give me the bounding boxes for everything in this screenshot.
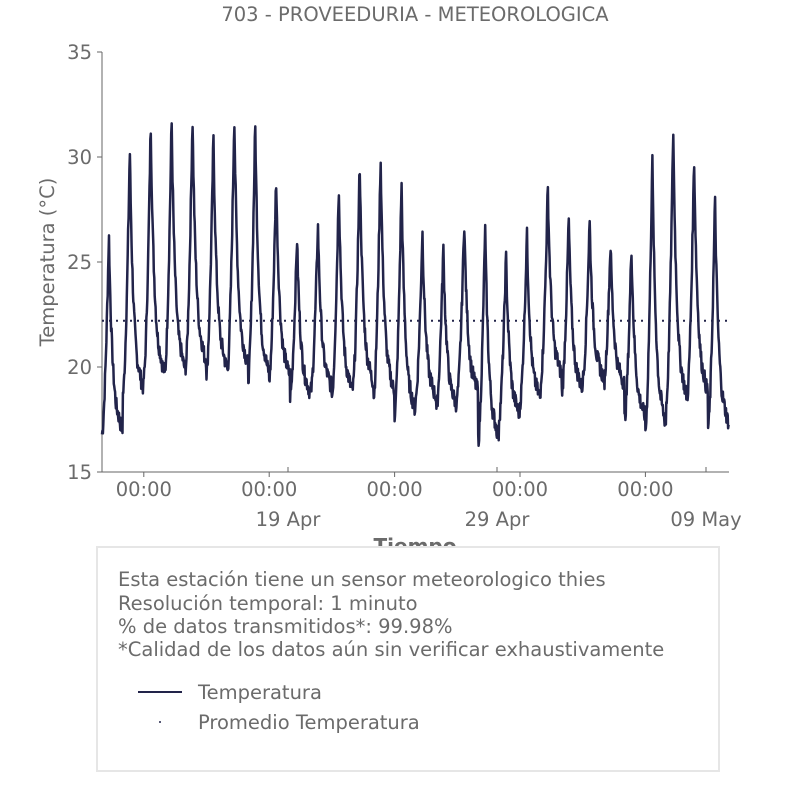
legend-label-promedio: Promedio Temperatura bbox=[198, 710, 420, 734]
legend-item-temperatura: Temperatura bbox=[138, 680, 322, 704]
chart: 703 - PROVEEDURIA - METEOROLOGICA 15 20 25… bbox=[36, 3, 742, 546]
x-tick-label-time: 00:00 bbox=[617, 478, 673, 501]
x-tick-label-date: 09 May bbox=[670, 508, 741, 531]
y-tick-label: 15 bbox=[67, 461, 92, 484]
y-tick-label: 25 bbox=[67, 251, 92, 274]
x-tick-label-date: 29 Apr bbox=[465, 508, 531, 531]
plot-area bbox=[100, 122, 730, 448]
legend-item-promedio: Promedio Temperatura bbox=[138, 710, 420, 734]
info-data-percentage-text: % de datos transmitidos*: 99.98% bbox=[118, 615, 453, 638]
chart-title: 703 - PROVEEDURIA - METEOROLOGICA bbox=[221, 3, 609, 26]
y-tick-label: 20 bbox=[67, 356, 92, 379]
x-tick-label-time: 00:00 bbox=[366, 478, 422, 501]
info-sensor-text: Esta estación tiene un sensor meteorolog… bbox=[118, 568, 606, 591]
x-axis: 00:00 00:00 00:00 00:00 00:00 19 Apr 29 Apr 09 … bbox=[102, 467, 742, 531]
x-axis-label: Tiempo bbox=[374, 534, 457, 546]
info-quality-note-text: *Calidad de los datos aún sin verificar … bbox=[118, 638, 665, 661]
legend-label-temperatura: Temperatura bbox=[198, 680, 322, 704]
temperature-series-line bbox=[100, 122, 730, 448]
x-tick-label-date: 19 Apr bbox=[256, 508, 322, 531]
y-axis-label: Temperatura (°C) bbox=[36, 178, 59, 348]
y-axis: 15 20 25 30 35 bbox=[67, 41, 103, 484]
info-box: Esta estación tiene un sensor meteorolog… bbox=[96, 546, 720, 772]
legend-dot-swatch bbox=[138, 710, 182, 734]
y-tick-label: 35 bbox=[67, 41, 92, 64]
info-resolution-text: Resolución temporal: 1 minuto bbox=[118, 592, 418, 615]
legend-line-swatch bbox=[138, 691, 182, 693]
x-tick-label-time: 00:00 bbox=[116, 478, 172, 501]
x-tick-label-time: 00:00 bbox=[241, 478, 297, 501]
y-tick-label: 30 bbox=[67, 146, 92, 169]
x-tick-label-time: 00:00 bbox=[492, 478, 548, 501]
